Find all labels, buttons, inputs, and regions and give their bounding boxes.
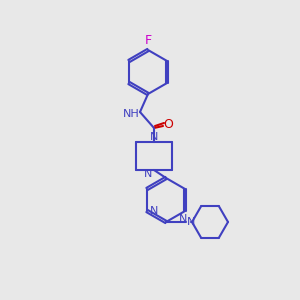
Text: N: N (150, 132, 158, 142)
Text: N: N (150, 206, 158, 216)
Text: N: N (187, 217, 195, 227)
Text: N: N (179, 214, 187, 224)
Text: F: F (144, 34, 152, 46)
Text: N: N (144, 169, 152, 179)
Text: NH: NH (123, 109, 140, 119)
Text: O: O (163, 118, 173, 130)
